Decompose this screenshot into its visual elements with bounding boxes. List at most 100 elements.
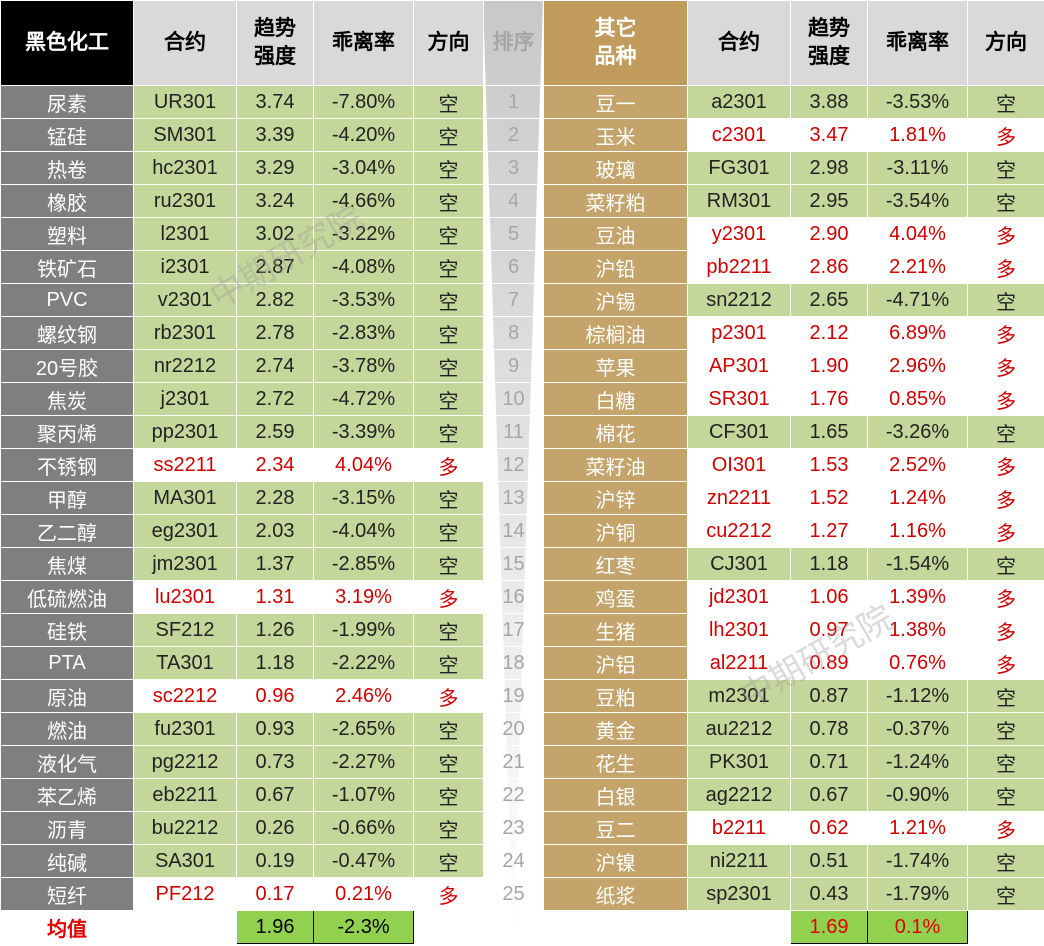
contract-cell: ru2301 [133,184,237,218]
data-row: 低硫燃油 lu2301 1.31 3.19% 多 16 鸡蛋 jd2301 1.06 1.39% 多 [0,580,1044,614]
rank-cell: 11 [483,415,544,449]
name-cell: 螺纹钢 [0,316,134,350]
rank-cell: 7 [483,283,544,317]
name-cell: 甲醇 [0,481,134,515]
bias-cell: -3.04% [313,151,414,185]
strength-cell: 0.96 [236,679,314,713]
rank-cell: 20 [483,712,544,746]
name-cell: 沪锌 [543,481,688,515]
direction-cell: 空 [413,184,484,218]
name-cell: 花生 [543,745,688,779]
direction-cell: 空 [413,151,484,185]
rank-cell: 17 [483,613,544,647]
direction-cell: 多 [967,349,1044,383]
bias-cell: 1.38% [867,613,968,647]
strength-cell: 2.34 [236,448,314,482]
header-row: 黑色化工 合约 趋势 强度 乖离率 方向 排序 其它 品种 合约 趋势 强度 乖离率 … [0,0,1044,86]
data-row: PTA TA301 1.18 -2.22% 空 18 沪铝 al2211 0.89 0.76% 多 [0,646,1044,680]
name-cell: 焦炭 [0,382,134,416]
direction-cell: 空 [967,415,1044,449]
direction-cell: 空 [413,712,484,746]
contract-cell: MA301 [133,481,237,515]
contract-cell: PF212 [133,877,237,911]
strength-cell: 2.82 [236,283,314,317]
bias-cell: 0.76% [867,646,968,680]
name-cell: 焦煤 [0,547,134,581]
contract-cell: a2301 [687,85,791,119]
contract-cell: al2211 [687,646,791,680]
contract-cell: eb2211 [133,778,237,812]
direction-cell: 多 [967,811,1044,845]
bias-cell: -0.37% [867,712,968,746]
strength-cell: 1.26 [236,613,314,647]
strength-cell: 3.39 [236,118,314,152]
strength-cell: 3.29 [236,151,314,185]
contract-cell: lu2301 [133,580,237,614]
contract-cell: SM301 [133,118,237,152]
header-text: 趋势 [254,17,296,40]
direction-cell: 空 [413,250,484,284]
direction-cell: 空 [413,646,484,680]
data-row: 聚丙烯 pp2301 2.59 -3.39% 空 11 棉花 CF301 1.65 -3.26% 空 [0,415,1044,449]
contract-cell: ni2211 [687,844,791,878]
name-cell: 黄金 [543,712,688,746]
contract-cell: zn2211 [687,481,791,515]
header-cell: 乖离率 [867,0,968,86]
contract-cell: c2301 [687,118,791,152]
name-cell: 豆油 [543,217,688,251]
name-cell: 锰硅 [0,118,134,152]
name-cell: 鸡蛋 [543,580,688,614]
direction-cell: 空 [413,547,484,581]
name-cell: 尿素 [0,85,134,119]
header-cell: 方向 [413,0,484,86]
header-cell: 方向 [967,0,1044,86]
data-row: 螺纹钢 rb2301 2.78 -2.83% 空 8 棕榈油 p2301 2.12 6.89% 多 [0,316,1044,350]
rank-cell: 8 [483,316,544,350]
name-cell: 玉米 [543,118,688,152]
name-cell: 沪铜 [543,514,688,548]
strength-cell: 0.62 [790,811,868,845]
contract-cell: au2212 [687,712,791,746]
empty-cell [133,910,237,944]
rank-cell: 3 [483,151,544,185]
contract-cell: AP301 [687,349,791,383]
rank-cell: 24 [483,844,544,878]
direction-cell: 空 [967,85,1044,119]
data-row: 短纤 PF212 0.17 0.21% 多 25 纸浆 sp2301 0.43 -1.79% 空 [0,877,1044,911]
bias-cell: -2.27% [313,745,414,779]
empty-cell [687,910,791,944]
data-row: 燃油 fu2301 0.93 -2.65% 空 20 黄金 au2212 0.78 -0.37% 空 [0,712,1044,746]
direction-cell: 空 [967,151,1044,185]
bias-cell: -3.53% [867,85,968,119]
contract-cell: hc2301 [133,151,237,185]
contract-cell: m2301 [687,679,791,713]
bias-cell: 4.04% [867,217,968,251]
direction-cell: 多 [413,448,484,482]
contract-cell: ss2211 [133,448,237,482]
contract-cell: TA301 [133,646,237,680]
data-row: 硅铁 SF212 1.26 -1.99% 空 17 生猪 lh2301 0.97 1.38% 多 [0,613,1044,647]
strength-cell: 1.37 [236,547,314,581]
direction-cell: 多 [413,877,484,911]
rank-cell: 13 [483,481,544,515]
name-cell: 沪铅 [543,250,688,284]
contract-cell: y2301 [687,217,791,251]
header-cell: 合约 [687,0,791,86]
contract-cell: PK301 [687,745,791,779]
name-cell: 纯碱 [0,844,134,878]
strength-cell: 0.73 [236,745,314,779]
header-cell: 趋势 强度 [236,0,314,86]
name-cell: 乙二醇 [0,514,134,548]
direction-cell: 空 [967,712,1044,746]
contract-cell: fu2301 [133,712,237,746]
strength-cell: 0.43 [790,877,868,911]
name-cell: 豆二 [543,811,688,845]
bias-cell: -2.22% [313,646,414,680]
bias-cell: 2.21% [867,250,968,284]
direction-cell: 空 [413,382,484,416]
name-cell: 生猪 [543,613,688,647]
bias-cell: -3.39% [313,415,414,449]
contract-cell: bu2212 [133,811,237,845]
bias-cell: -2.83% [313,316,414,350]
name-cell: 纸浆 [543,877,688,911]
